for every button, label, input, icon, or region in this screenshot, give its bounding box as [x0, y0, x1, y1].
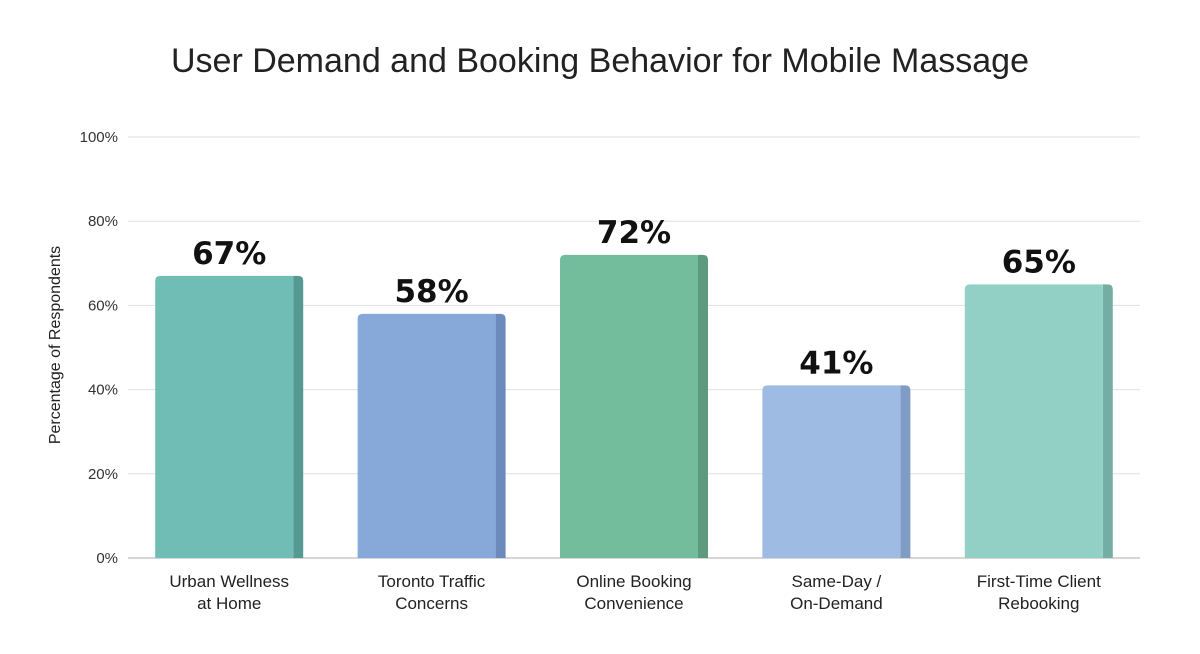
category-label: Online Booking Convenience — [576, 572, 691, 613]
category-label-line: Convenience — [584, 594, 683, 613]
y-tick-label: 0% — [96, 550, 118, 567]
value-label: 67% — [192, 236, 266, 272]
bar-front — [560, 254, 698, 558]
category-label-line: Online Booking — [576, 572, 691, 591]
bar — [155, 275, 304, 558]
category-label: First-Time Client Rebooking — [977, 572, 1101, 613]
category-label-line: Urban Wellness — [169, 572, 289, 591]
bar-side — [1102, 284, 1113, 558]
chart-title: User Demand and Booking Behavior for Mob… — [171, 42, 1029, 80]
category-label-line: Concerns — [395, 594, 468, 613]
category-label-line: Same-Day / — [792, 572, 882, 591]
bar-side — [900, 385, 911, 558]
bar-front — [357, 313, 496, 558]
bar-front — [762, 385, 901, 558]
bars — [155, 254, 1113, 558]
category-label: Toronto Traffic Concerns — [378, 572, 486, 613]
y-tick-label: 40% — [88, 382, 118, 399]
category-label: Same-Day / On-Demand — [790, 572, 883, 613]
bar — [964, 284, 1113, 558]
bar-side — [293, 275, 304, 558]
bar-side — [698, 254, 708, 558]
category-label-line: On-Demand — [790, 594, 883, 613]
y-axis-ticks: 0% 20% 40% 60% 80% 100% — [80, 129, 118, 567]
bar — [762, 385, 911, 558]
value-label: 72% — [597, 215, 671, 251]
category-label-line: First-Time Client — [977, 572, 1101, 591]
category-labels: Urban Wellness at Home Toronto Traffic Conc… — [169, 572, 1101, 613]
value-labels: 67% 58% 72% 41% 65% — [192, 215, 1076, 382]
bar-front — [155, 275, 294, 558]
category-label-line: Toronto Traffic — [378, 572, 486, 591]
y-tick-label: 20% — [88, 466, 118, 483]
bar — [357, 313, 506, 558]
y-tick-label: 100% — [80, 129, 118, 146]
y-tick-label: 60% — [88, 297, 118, 314]
bar-front — [964, 284, 1103, 558]
category-label-line: Rebooking — [998, 594, 1079, 613]
category-label: Urban Wellness at Home — [169, 572, 289, 613]
y-tick-label: 80% — [88, 213, 118, 230]
category-label-line: at Home — [197, 594, 261, 613]
bar-side — [495, 313, 506, 558]
value-label: 65% — [1002, 244, 1076, 280]
bar — [560, 254, 708, 558]
value-label: 58% — [394, 274, 468, 310]
y-axis-label: Percentage of Respondents — [47, 246, 64, 444]
value-label: 41% — [799, 345, 873, 381]
